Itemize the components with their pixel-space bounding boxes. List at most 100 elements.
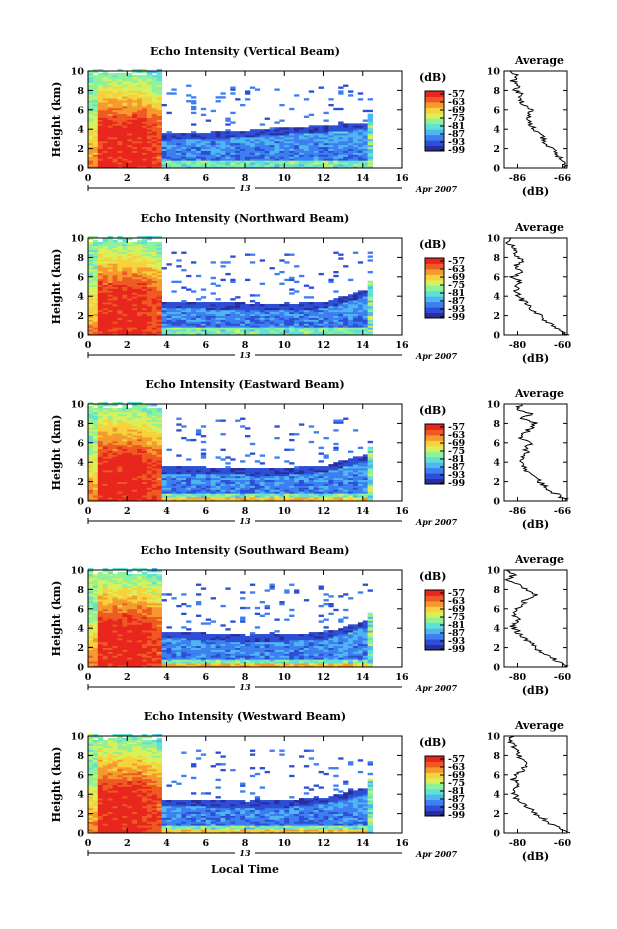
heatmap-cell (102, 475, 109, 479)
heatmap-cell (352, 333, 359, 336)
colorbar-tick-label: -81 (448, 121, 465, 132)
heatmap-cell (97, 327, 104, 330)
heatmap-cell (357, 300, 364, 303)
heatmap-cell (156, 82, 162, 85)
heatmap-cell (88, 493, 94, 496)
heatmap-cell (328, 156, 334, 159)
heatmap-cell (289, 433, 295, 436)
heatmap-cell (107, 466, 113, 469)
heatmap-cell (294, 333, 300, 336)
heatmap-cell (132, 464, 138, 467)
heatmap-cell (249, 491, 256, 494)
heatmap-cell (289, 315, 295, 318)
heatmap-cell (254, 497, 261, 500)
heatmap-cell (107, 103, 113, 107)
heatmap-cell (171, 466, 177, 469)
heatmap-cell (107, 331, 113, 334)
heatmap-cell (230, 311, 236, 315)
heatmap-cell (333, 127, 339, 130)
heatmap-cell (102, 92, 109, 95)
heatmap-cell (269, 129, 275, 132)
heatmap-cell (294, 319, 300, 322)
heatmap-cell (107, 265, 113, 268)
heatmap-cell (161, 303, 167, 307)
heatmap-cell (195, 133, 202, 136)
heatmap-cell (313, 144, 319, 148)
heatmap-cell (318, 160, 324, 163)
heatmap-cell (225, 469, 231, 473)
heatmap-cell (137, 419, 143, 422)
heatmap-cell (230, 162, 236, 165)
heatmap-cell (156, 323, 162, 326)
heatmap-cell (176, 164, 182, 167)
heatmap-cell (146, 282, 153, 285)
heatmap-cell (205, 136, 212, 140)
heatmap-cell (141, 317, 148, 320)
heatmap-cell (362, 311, 369, 315)
heatmap-cell (141, 454, 148, 457)
heatmap-cell (92, 269, 99, 272)
heatmap-cell (308, 466, 315, 469)
heatmap-cell (107, 446, 113, 450)
heatmap-cell (137, 148, 143, 151)
heatmap-cell (352, 152, 359, 155)
heatmap-cell (176, 138, 182, 142)
heatmap-cell (151, 302, 158, 305)
heatmap-cell (137, 261, 143, 264)
heatmap-cell (191, 160, 197, 163)
heatmap-cell (269, 497, 275, 500)
heatmap-cell (88, 286, 94, 289)
heatmap-cell (137, 88, 143, 91)
heatmap-cell (338, 491, 344, 494)
x-tick-label: 6 (202, 340, 209, 351)
heatmap-cell (323, 469, 329, 473)
heatmap-cell (240, 460, 246, 463)
heatmap-cell (146, 448, 153, 451)
heatmap-cell (279, 499, 285, 502)
heatmap-cell (176, 280, 182, 284)
heatmap-cell (323, 164, 329, 167)
heatmap-cell (137, 103, 143, 107)
heatmap-cell (352, 325, 359, 328)
heatmap-cell (88, 309, 94, 313)
heatmap-cell (117, 415, 123, 418)
heatmap-cell (112, 404, 118, 407)
heatmap-cell (137, 491, 143, 494)
heatmap-cell (181, 468, 187, 471)
heatmap-cell (254, 311, 261, 315)
heatmap-cell (97, 129, 104, 132)
heatmap-cell (200, 305, 207, 309)
heatmap-cell (181, 327, 187, 330)
heatmap-cell (186, 499, 192, 502)
heatmap-cell (97, 421, 104, 424)
heatmap-cell (289, 136, 295, 140)
heatmap-cell (112, 489, 118, 492)
average-y-tick-label: 4 (493, 125, 500, 136)
heatmap-cell (88, 243, 94, 247)
heatmap-cell (210, 292, 216, 295)
heatmap-cell (264, 489, 270, 492)
heatmap-cell (298, 495, 305, 498)
heatmap-cell (220, 142, 226, 146)
heatmap-cell (107, 421, 113, 424)
heatmap-cell (254, 489, 261, 492)
heatmap-cell (117, 448, 123, 451)
heatmap-cell (137, 411, 143, 415)
heatmap-cell (102, 425, 109, 428)
heatmap-cell (313, 129, 319, 132)
heatmap-cell (88, 300, 94, 303)
heatmap-cell (298, 305, 305, 309)
heatmap-cell (127, 294, 133, 297)
heatmap-cell (137, 164, 143, 167)
heatmap-cell (186, 333, 192, 336)
heatmap-cell (303, 164, 310, 167)
heatmap-cell (112, 113, 118, 117)
heatmap-cell (352, 123, 359, 126)
heatmap-cell (161, 319, 167, 322)
heatmap-cell (137, 102, 143, 105)
heatmap-cell (338, 127, 344, 130)
heatmap-cell (176, 133, 182, 136)
heatmap-cell (362, 140, 369, 144)
heatmap-cell (137, 90, 143, 93)
heatmap-cell (279, 493, 285, 496)
